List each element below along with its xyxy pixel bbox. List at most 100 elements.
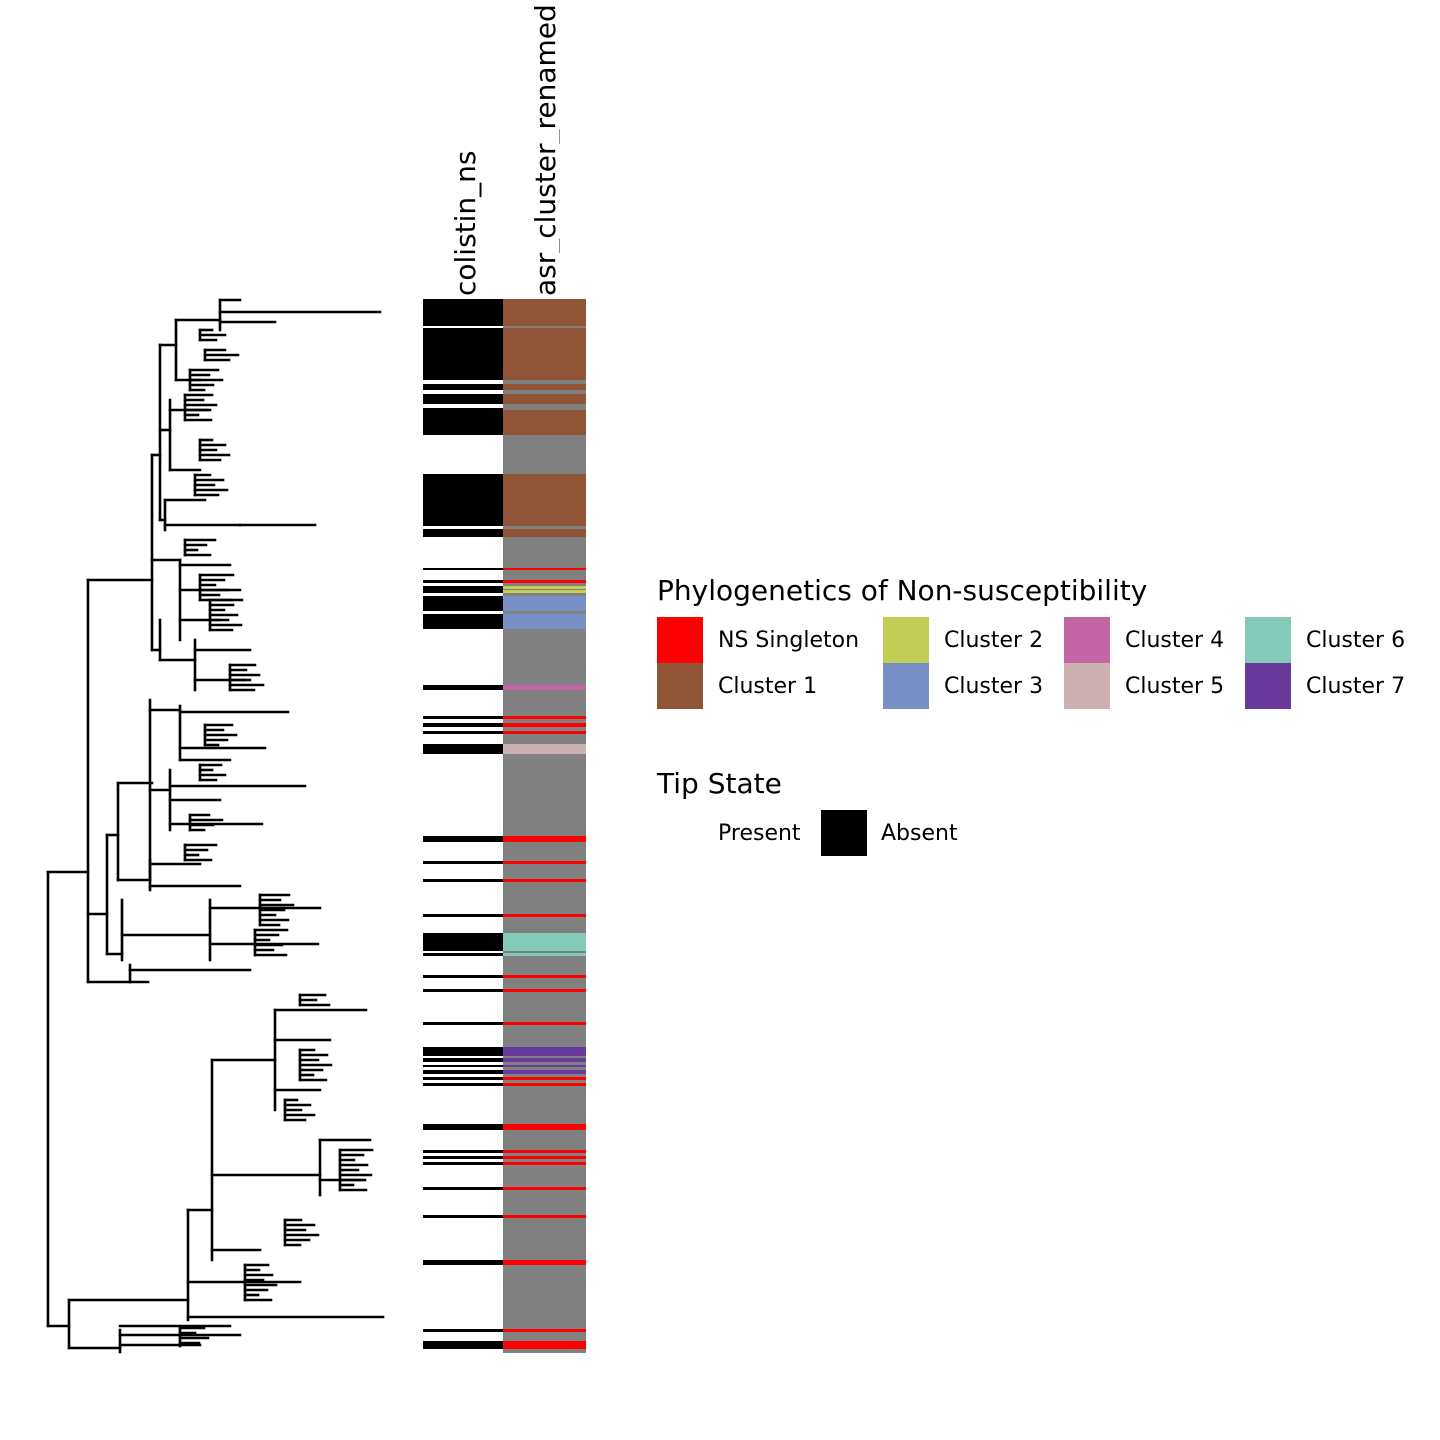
cluster-column-bg <box>503 299 586 1353</box>
colistin-bands <box>423 299 503 1349</box>
colistin-column-header: colistin_ns <box>449 150 482 296</box>
cluster-band <box>503 1187 586 1190</box>
cluster-band <box>503 861 586 864</box>
cluster-bands <box>503 299 586 1349</box>
colistin-absent-band <box>423 723 503 727</box>
colistin-absent-band <box>423 410 503 435</box>
colistin-absent-band <box>423 394 503 404</box>
legend-key-cluster-7 <box>1245 663 1291 709</box>
cluster-band <box>503 836 586 842</box>
colistin-absent-band <box>423 580 503 583</box>
cluster-band <box>503 933 586 951</box>
cluster-band <box>503 410 586 435</box>
cluster-band <box>503 1341 586 1349</box>
colistin-absent-band <box>423 586 503 593</box>
colistin-absent-band <box>423 716 503 719</box>
cluster-band <box>503 953 586 956</box>
legend-key-cluster-3 <box>883 663 929 709</box>
cluster-band <box>503 914 586 917</box>
colistin-absent-band <box>423 1047 503 1056</box>
colistin-absent-band <box>423 975 503 978</box>
colistin-absent-band <box>423 1077 503 1080</box>
colistin-absent-band <box>423 614 503 629</box>
cluster-band <box>503 1156 586 1159</box>
legend-label-cluster-1: Cluster 1 <box>718 674 818 699</box>
legend-key-ns-singleton <box>657 617 703 663</box>
colistin-absent-band <box>423 1260 503 1265</box>
cluster-band <box>503 394 586 404</box>
cluster-band <box>503 328 586 380</box>
colistin-absent-band <box>423 328 503 380</box>
colistin-absent-band <box>423 1341 503 1349</box>
cluster-band <box>503 1260 586 1265</box>
cluster-band <box>503 590 586 593</box>
colistin-absent-band <box>423 914 503 917</box>
phylogenetic-tree <box>46 298 385 1354</box>
cluster-band <box>503 1150 586 1153</box>
cluster-band <box>503 586 586 589</box>
legend-key-cluster-1 <box>657 663 703 709</box>
legend-key-cluster-4 <box>1064 617 1110 663</box>
colistin-absent-band <box>423 1215 503 1218</box>
cluster-band <box>503 1058 586 1062</box>
colistin-absent-band <box>423 529 503 537</box>
cluster-band <box>503 723 586 727</box>
colistin-absent-band <box>423 568 503 570</box>
legend-label-cluster-4: Cluster 4 <box>1125 628 1225 653</box>
legend-label-cluster-7: Cluster 7 <box>1306 674 1406 699</box>
colistin-absent-band <box>423 1065 503 1067</box>
legend-key-cluster-5 <box>1064 663 1110 709</box>
cluster-band <box>503 474 586 526</box>
legend-label-absent: Absent <box>881 821 958 846</box>
cluster-band <box>503 989 586 992</box>
legend-key-cluster-6 <box>1245 617 1291 663</box>
cluster-band <box>503 1215 586 1218</box>
cluster-band <box>503 1022 586 1025</box>
colistin-absent-band <box>423 1070 503 1074</box>
legend-label-cluster-6: Cluster 6 <box>1306 628 1406 653</box>
colistin-absent-band <box>423 384 503 390</box>
colistin-absent-band <box>423 596 503 611</box>
cluster-band <box>503 744 586 754</box>
cluster-band <box>503 596 586 611</box>
cluster-band <box>503 879 586 882</box>
legend-title-phylogenetics: Phylogenetics of Non-susceptibility <box>657 574 1148 607</box>
legend-label-cluster-3: Cluster 3 <box>944 674 1044 699</box>
cluster-band <box>503 685 586 690</box>
cluster-band <box>503 1083 586 1086</box>
colistin-absent-band <box>423 879 503 882</box>
colistin-absent-band <box>423 474 503 526</box>
cluster-band <box>503 1329 586 1332</box>
cluster-band <box>503 731 586 734</box>
cluster-band <box>503 299 586 326</box>
cluster-column-header: asr_cluster_renamed <box>532 6 560 296</box>
legend-label-ns-singleton: NS Singleton <box>718 628 860 653</box>
cluster-band <box>503 384 586 390</box>
legend-label-present: Present <box>718 821 801 846</box>
colistin-absent-band <box>423 1124 503 1130</box>
cluster-band <box>503 580 586 583</box>
colistin-absent-band <box>423 1329 503 1332</box>
colistin-absent-band <box>423 1156 503 1159</box>
cluster-band <box>503 1124 586 1130</box>
cluster-band <box>503 975 586 978</box>
colistin-absent-band <box>423 1022 503 1025</box>
colistin-absent-band <box>423 744 503 754</box>
cluster-band <box>503 1070 586 1074</box>
legend-label-cluster-2: Cluster 2 <box>944 628 1044 653</box>
colistin-absent-band <box>423 1058 503 1062</box>
colistin-absent-band <box>423 731 503 734</box>
cluster-band <box>503 614 586 629</box>
cluster-band <box>503 716 586 719</box>
colistin-absent-band <box>423 1083 503 1086</box>
colistin-absent-band <box>423 933 503 951</box>
cluster-band <box>503 1047 586 1056</box>
cluster-band <box>503 529 586 537</box>
cluster-band <box>503 1065 586 1067</box>
colistin-absent-band <box>423 1162 503 1165</box>
colistin-absent-band <box>423 953 503 956</box>
colistin-absent-band <box>423 861 503 864</box>
cluster-band <box>503 1162 586 1165</box>
